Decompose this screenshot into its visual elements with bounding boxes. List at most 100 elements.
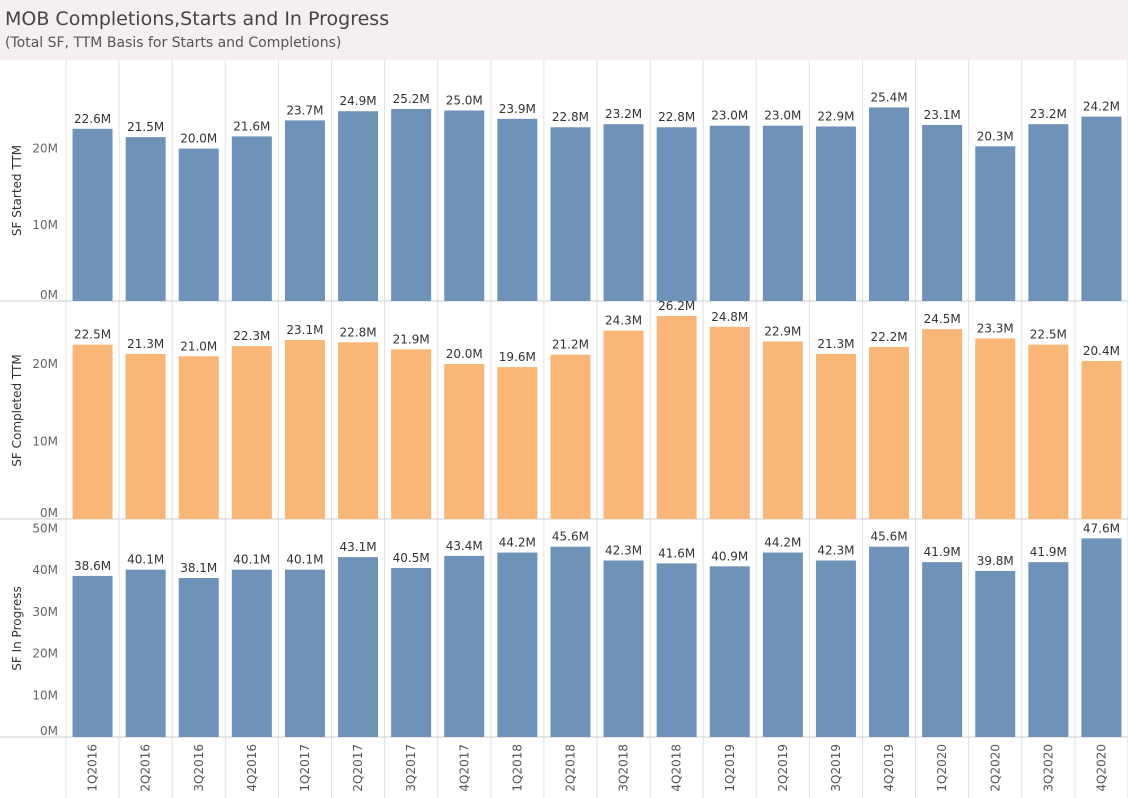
bar[interactable] [550,546,591,737]
bar[interactable] [1028,344,1069,519]
bar[interactable] [815,353,856,519]
bar[interactable] [975,338,1016,519]
bar-value-label: 22.3M [233,329,270,343]
bar[interactable] [762,341,803,519]
bar-value-label: 22.8M [552,110,589,124]
bar[interactable] [550,127,591,301]
bar[interactable] [603,330,644,519]
y-tick-label: 30M [32,605,58,619]
bar[interactable] [709,326,750,519]
bar[interactable] [497,118,538,302]
bar[interactable] [762,125,803,301]
bar-value-label: 47.6M [1083,521,1120,535]
bar-value-label: 19.6M [499,350,536,364]
bar-value-label: 22.9M [817,109,854,123]
bar[interactable] [178,356,219,519]
y-tick-label: 10M [32,218,58,232]
bar[interactable] [338,557,379,737]
y-tick-label: 0M [40,724,58,738]
bar-value-label: 43.1M [340,540,377,554]
bar[interactable] [869,346,910,519]
bar[interactable] [497,367,538,519]
bar[interactable] [391,349,432,519]
category-label: 1Q2018 [510,744,524,792]
bar[interactable] [815,126,856,301]
bar-value-label: 20.0M [446,347,483,361]
category-label: 1Q2016 [86,744,100,792]
bar[interactable] [922,329,963,519]
bar[interactable] [72,128,113,301]
y-axis-title: SF In Progress [10,586,24,671]
bar[interactable] [284,339,325,519]
bar-value-label: 41.9M [1030,545,1067,559]
bar[interactable] [72,344,113,519]
bar[interactable] [444,110,485,301]
bar[interactable] [550,354,591,519]
bar-value-label: 25.2M [393,92,430,106]
bar[interactable] [656,127,697,301]
bar[interactable] [444,555,485,737]
bar[interactable] [444,364,485,519]
bar[interactable] [1081,538,1122,737]
bar[interactable] [231,569,272,737]
bar[interactable] [497,552,538,737]
bar-value-label: 21.6M [233,119,270,133]
bar[interactable] [603,560,644,737]
bar[interactable] [922,562,963,737]
bar-value-label: 21.2M [552,338,589,352]
bar[interactable] [1028,124,1069,301]
bar-value-label: 21.5M [127,120,164,134]
bar-value-label: 21.9M [393,332,430,346]
bar-value-label: 26.2M [658,299,695,313]
bar[interactable] [391,108,432,301]
bar[interactable] [178,148,219,301]
bar[interactable] [656,563,697,737]
bar[interactable] [869,546,910,737]
bar[interactable] [975,570,1016,737]
bar[interactable] [1081,116,1122,301]
bar[interactable] [656,315,697,519]
y-tick-label: 10M [32,688,58,702]
bar-value-label: 24.3M [605,314,642,328]
bar-value-label: 22.5M [74,328,111,342]
bar[interactable] [338,342,379,519]
bar-value-label: 41.6M [658,546,695,560]
bar[interactable] [922,124,963,301]
y-axis-title: SF Completed TTM [10,354,24,466]
y-tick-label: 40M [32,563,58,577]
bar[interactable] [231,346,272,519]
bar[interactable] [391,567,432,737]
bar[interactable] [975,146,1016,301]
bar-value-label: 20.3M [977,129,1014,143]
bar[interactable] [1081,360,1122,519]
bar-value-label: 23.2M [1030,107,1067,121]
bar[interactable] [72,575,113,737]
bar-value-label: 40.9M [711,549,748,563]
bar[interactable] [709,566,750,737]
bar[interactable] [709,125,750,301]
bar[interactable] [284,120,325,302]
bar[interactable] [338,111,379,301]
bar-value-label: 21.0M [180,339,217,353]
bar[interactable] [603,124,644,301]
bar-value-label: 43.4M [446,539,483,553]
bar[interactable] [125,353,166,519]
bar-value-label: 38.1M [180,561,217,575]
bar[interactable] [869,107,910,301]
bar[interactable] [1028,562,1069,737]
bar[interactable] [284,569,325,737]
bar[interactable] [125,569,166,737]
bar-value-label: 24.2M [1083,100,1120,114]
category-label: 2Q2020 [988,744,1002,792]
bar-value-label: 23.7M [286,103,323,117]
bar-value-label: 22.8M [658,110,695,124]
bar[interactable] [125,137,166,301]
category-label: 4Q2019 [882,744,896,792]
bar[interactable] [231,136,272,301]
y-tick-label: 20M [32,142,58,156]
y-tick-label: 10M [32,435,58,449]
category-label: 3Q2018 [617,744,631,792]
bar[interactable] [178,578,219,737]
bar[interactable] [762,552,803,737]
bar[interactable] [815,560,856,737]
